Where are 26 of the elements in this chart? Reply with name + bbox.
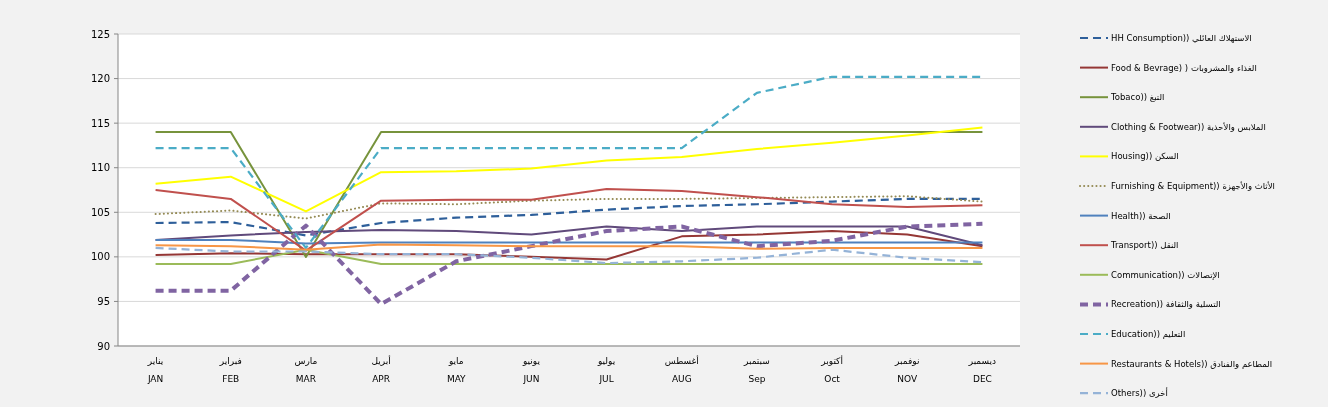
legend-label: أخرى ((Others [1111, 387, 1168, 399]
line-series [154, 230, 984, 261]
legend-label: التعليم ((Education [1111, 329, 1186, 340]
legend-label: الصحة ((Health [1111, 210, 1171, 221]
line-series [154, 195, 984, 220]
y-tick-label: 90 [97, 340, 110, 352]
y-tick-label: 105 [90, 206, 110, 218]
legend-label: السكن ((Housing [1111, 151, 1179, 162]
legend-label: الملابس والأحذية ((Clothing & Footwear [1111, 121, 1266, 132]
y-tick-label: 100 [90, 251, 110, 263]
legend-label: الأثاث والأجهزة ((Furnishing & Equipment [1111, 181, 1275, 191]
legend-label: النقل ((Transport [1110, 240, 1179, 251]
line-series [154, 188, 984, 252]
legend-label: الغذاء والمشروبات ( (Food & Bevrage [1111, 62, 1257, 73]
legend-label: الإتصالات ((Communication [1111, 269, 1220, 281]
legend-label: الاستهلاك العائلي ((HH Consumption [1111, 33, 1252, 43]
y-tick-label: 115 [90, 117, 110, 129]
line-series [154, 126, 984, 213]
legend-label: التبغ ((Tobaco [1110, 92, 1165, 103]
y-tick-label: 120 [90, 73, 110, 85]
y-tick-label: 125 [90, 28, 110, 40]
y-tick-label: 95 [97, 295, 110, 307]
legend-label: المطاعم والفنادق ((Restaurants & Hotels [1111, 358, 1273, 370]
y-tick-label: 110 [90, 162, 110, 174]
legend-label: التسلية والثقافة ((Recreation [1111, 299, 1221, 310]
line-series [153, 221, 985, 307]
